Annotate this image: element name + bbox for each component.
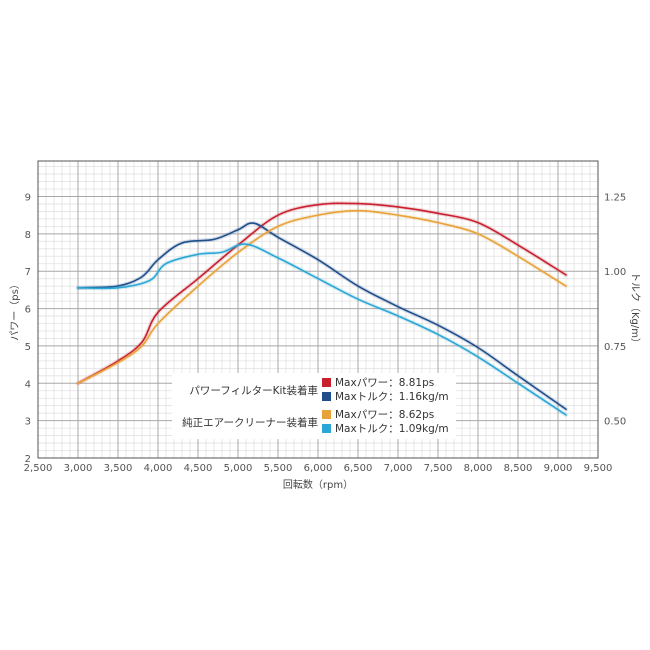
legend-group-kit: パワーフィルターKit装着車 Maxパワー：8.81ps Maxトルク：1.16… — [172, 375, 456, 405]
legend-entry-kit-power: Maxパワー：8.81ps — [322, 376, 434, 389]
x-tick-label: 6,000 — [304, 463, 333, 474]
legend: パワーフィルターKit装着車 Maxパワー：8.81ps Maxトルク：1.16… — [172, 373, 456, 439]
y-tick-label: 9 — [25, 192, 31, 203]
x-tick-label: 9,500 — [584, 463, 613, 474]
y-tick-label: 2 — [25, 454, 31, 465]
color-swatch-icon — [322, 424, 331, 433]
stock-torque-line — [77, 243, 567, 416]
kit-power-line — [77, 202, 567, 385]
color-swatch-icon — [322, 410, 331, 419]
x-tick-label: 2,500 — [24, 463, 53, 474]
y-tick-label: 8 — [25, 230, 31, 241]
y2-tick-label: 0.75 — [604, 342, 626, 353]
legend-entry-text: Maxパワー：8.81ps — [335, 377, 435, 389]
legend-entry-kit-torque: Maxトルク：1.16kg/m — [322, 390, 449, 403]
y-axis-right-title: トルク（Kg/m） — [629, 272, 641, 348]
x-axis-ticks: 2,500 3,000 3,500 4,000 4,500 5,000 5,500 6,000… — [24, 463, 613, 474]
y-tick-label: 3 — [25, 417, 31, 428]
legend-group-stock: 純正エアークリーナー装着車 Maxパワー：8.62ps Maxトルク：1.09k… — [172, 407, 456, 437]
y-axis-left-title: パワー（ps） — [9, 279, 21, 341]
legend-entry-text: Maxトルク：1.09kg/m — [335, 423, 449, 435]
x-axis-title: 回転数（rpm） — [283, 478, 353, 491]
y2-tick-label: 1.00 — [604, 267, 626, 278]
series-layer — [76, 201, 568, 417]
legend-entry-text: Maxパワー：8.62ps — [335, 409, 435, 421]
y2-tick-label: 1.25 — [604, 192, 626, 203]
x-tick-label: 8,000 — [464, 463, 493, 474]
x-tick-label: 5,000 — [224, 463, 253, 474]
kit-torque-line — [77, 222, 567, 411]
legend-entry-stock-torque: Maxトルク：1.09kg/m — [322, 422, 449, 435]
legend-entry-text: Maxトルク：1.16kg/m — [335, 391, 449, 403]
x-tick-label: 5,500 — [264, 463, 293, 474]
stock-power-line — [77, 209, 567, 385]
legend-group-label: 純正エアークリーナー装着車 — [182, 417, 318, 429]
x-tick-label: 4,500 — [184, 463, 213, 474]
y-tick-label: 5 — [25, 342, 31, 353]
x-tick-label: 8,500 — [504, 463, 533, 474]
x-tick-label: 7,500 — [424, 463, 453, 474]
x-tick-label: 9,000 — [544, 463, 573, 474]
y-tick-label: 7 — [25, 267, 31, 278]
y2-tick-label: 0.50 — [604, 417, 626, 428]
x-tick-label: 6,500 — [344, 463, 373, 474]
legend-entry-stock-power: Maxパワー：8.62ps — [322, 408, 434, 421]
plot-frame — [37, 160, 599, 459]
color-swatch-icon — [322, 378, 331, 387]
legend-group-label: パワーフィルターKit装着車 — [189, 385, 318, 397]
x-tick-label: 3,000 — [64, 463, 93, 474]
y-tick-label: 6 — [25, 305, 31, 316]
x-tick-label: 3,500 — [104, 463, 133, 474]
y-axis-left-ticks: 2 3 4 5 6 7 8 9 — [25, 192, 31, 465]
color-swatch-icon — [322, 392, 331, 401]
x-tick-label: 7,000 — [384, 463, 413, 474]
x-tick-label: 4,000 — [144, 463, 173, 474]
y-axis-right-ticks: 0.50 0.75 1.00 1.25 — [604, 192, 626, 427]
y-tick-label: 4 — [25, 379, 31, 390]
